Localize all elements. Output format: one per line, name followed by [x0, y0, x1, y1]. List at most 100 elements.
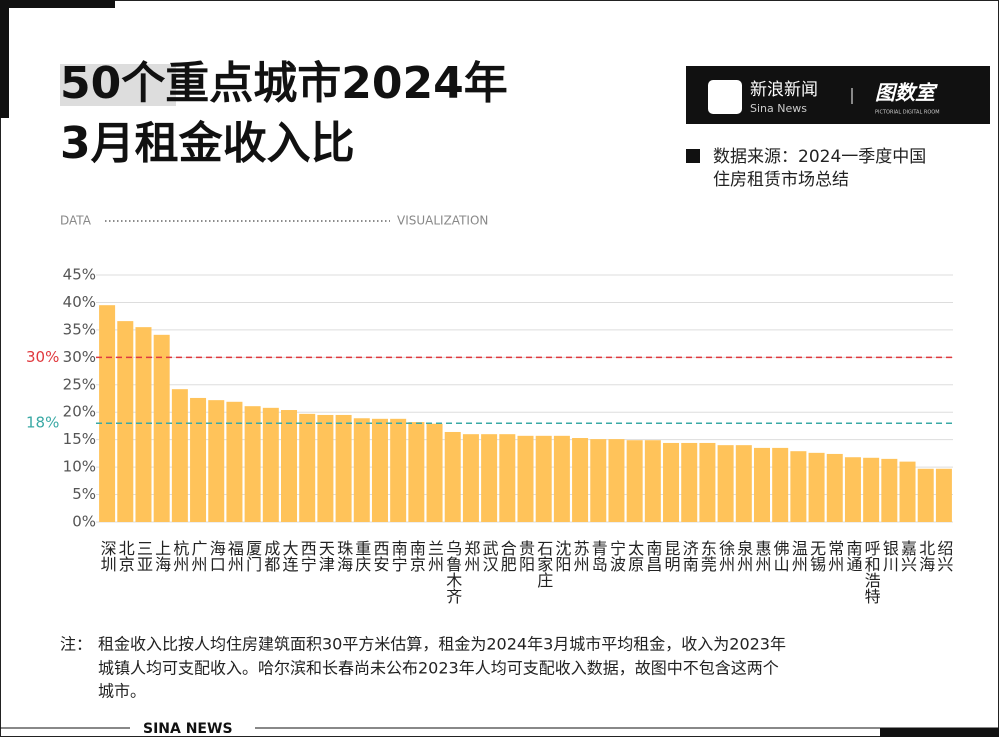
- x-tick-label: 广州: [189, 540, 208, 572]
- bar: [535, 435, 552, 522]
- bar: [626, 440, 643, 522]
- x-tick-label: 西宁: [298, 540, 317, 572]
- brand-sub: Sina News: [750, 102, 807, 115]
- note: 城市。: [98, 682, 146, 701]
- x-tick-label: 上海: [152, 540, 171, 572]
- bar: [299, 413, 316, 522]
- corner-bar: [0, 0, 115, 8]
- x-tick-label: 泉州: [734, 540, 753, 572]
- x-tick-label: 合肥: [498, 540, 517, 573]
- bar: [735, 445, 752, 522]
- x-tick-label: 深圳: [98, 540, 117, 572]
- reference-label: 18%: [26, 414, 59, 432]
- bar: [190, 397, 207, 522]
- x-tick-label: 苏州: [571, 540, 590, 572]
- bar: [608, 439, 625, 522]
- title: 3月租金收入比: [60, 118, 355, 169]
- x-tick-label: 武汉: [480, 540, 499, 572]
- x-tick-label: 兰州: [425, 540, 444, 572]
- header-right: VISUALIZATION: [397, 214, 488, 228]
- bar: [408, 422, 425, 522]
- y-tick-label: 20%: [63, 403, 96, 421]
- partner-name: 图数室: [875, 81, 938, 105]
- x-tick-label: 北海: [916, 540, 935, 572]
- bar: [171, 389, 188, 522]
- x-tick-label: 沈阳: [552, 540, 571, 572]
- bar: [572, 438, 589, 522]
- bar: [826, 453, 843, 522]
- note: 城镇人均可支配收入。哈尔滨和长春尚未公布2023年人均可支配收入数据，故图中不包…: [98, 659, 779, 678]
- bar: [772, 447, 789, 522]
- x-tick-label: 无锡: [807, 540, 826, 573]
- bar: [99, 305, 116, 522]
- bar: [462, 434, 479, 522]
- bar: [790, 451, 807, 522]
- x-tick-label: 银川: [880, 540, 899, 572]
- x-tick-label: 郑州: [461, 540, 480, 572]
- x-tick-label: 北京: [116, 540, 135, 573]
- y-tick-label: 15%: [63, 430, 96, 448]
- x-tick-label: 佛山: [771, 540, 790, 572]
- corner-bar: [880, 728, 999, 737]
- x-tick-label: 成都: [261, 540, 280, 572]
- x-tick-label: 海口: [207, 540, 226, 572]
- x-tick-label: 太原: [625, 540, 644, 572]
- x-tick-label: 贵阳: [516, 540, 535, 572]
- bar: [390, 418, 407, 522]
- bar: [371, 418, 388, 522]
- x-tick-label: 惠州: [752, 540, 771, 572]
- y-tick-label: 30%: [63, 348, 96, 366]
- x-tick-label: 乌鲁木齐: [443, 540, 462, 604]
- bar: [244, 406, 261, 522]
- bar: [899, 461, 916, 522]
- bar: [317, 414, 334, 522]
- x-tick-label: 温州: [789, 540, 808, 572]
- y-tick-label: 5%: [72, 485, 96, 503]
- brand-name: 新浪新闻: [750, 80, 818, 100]
- x-tick-label: 常州: [825, 540, 844, 572]
- bar: [863, 457, 880, 522]
- footer: SINA NEWS: [143, 721, 233, 737]
- x-tick-label: 厦门: [243, 540, 262, 573]
- title: 50个重点城市2024年: [60, 58, 508, 109]
- y-tick-label: 10%: [63, 458, 96, 476]
- y-tick-label: 40%: [63, 293, 96, 311]
- source-square: [686, 149, 700, 163]
- bar: [681, 442, 698, 522]
- bar: [590, 439, 607, 522]
- x-tick-label: 天津: [316, 540, 335, 572]
- y-tick-label: 45%: [63, 266, 96, 284]
- x-tick-label: 福州: [225, 540, 244, 572]
- x-tick-label: 呼和浩特: [862, 540, 881, 604]
- bar: [935, 468, 952, 522]
- bar: [844, 457, 861, 522]
- x-tick-label: 西安: [370, 540, 389, 572]
- source: 住房租赁市场总结: [713, 170, 849, 190]
- x-tick-label: 珠海: [334, 540, 353, 572]
- y-tick-label: 35%: [63, 320, 96, 338]
- bar: [499, 434, 516, 522]
- bar: [881, 458, 898, 522]
- note: 租金收入比按人均住房建筑面积30平方米估算，租金为2024年3月城市平均租金，收…: [98, 635, 786, 654]
- x-tick-label: 南通: [843, 540, 862, 572]
- bar: [917, 468, 934, 522]
- x-tick-label: 宁波: [607, 540, 626, 572]
- y-tick-label: 25%: [63, 375, 96, 393]
- x-tick-label: 东莞: [698, 540, 717, 572]
- bar: [208, 400, 225, 522]
- bar: [444, 431, 461, 522]
- reference-label: 30%: [26, 348, 59, 366]
- bar: [717, 445, 734, 522]
- x-tick-label: 徐州: [716, 540, 735, 572]
- corner-bar: [0, 0, 9, 118]
- bar: [281, 410, 298, 522]
- bar: [753, 447, 770, 522]
- x-tick-label: 重庆: [352, 540, 371, 572]
- bar: [226, 401, 243, 522]
- y-tick-label: 0%: [72, 513, 96, 531]
- bar: [353, 418, 370, 522]
- x-tick-label: 大连: [280, 540, 299, 572]
- bar: [699, 442, 716, 522]
- bar: [644, 440, 661, 522]
- x-tick-label: 南宁: [389, 540, 408, 572]
